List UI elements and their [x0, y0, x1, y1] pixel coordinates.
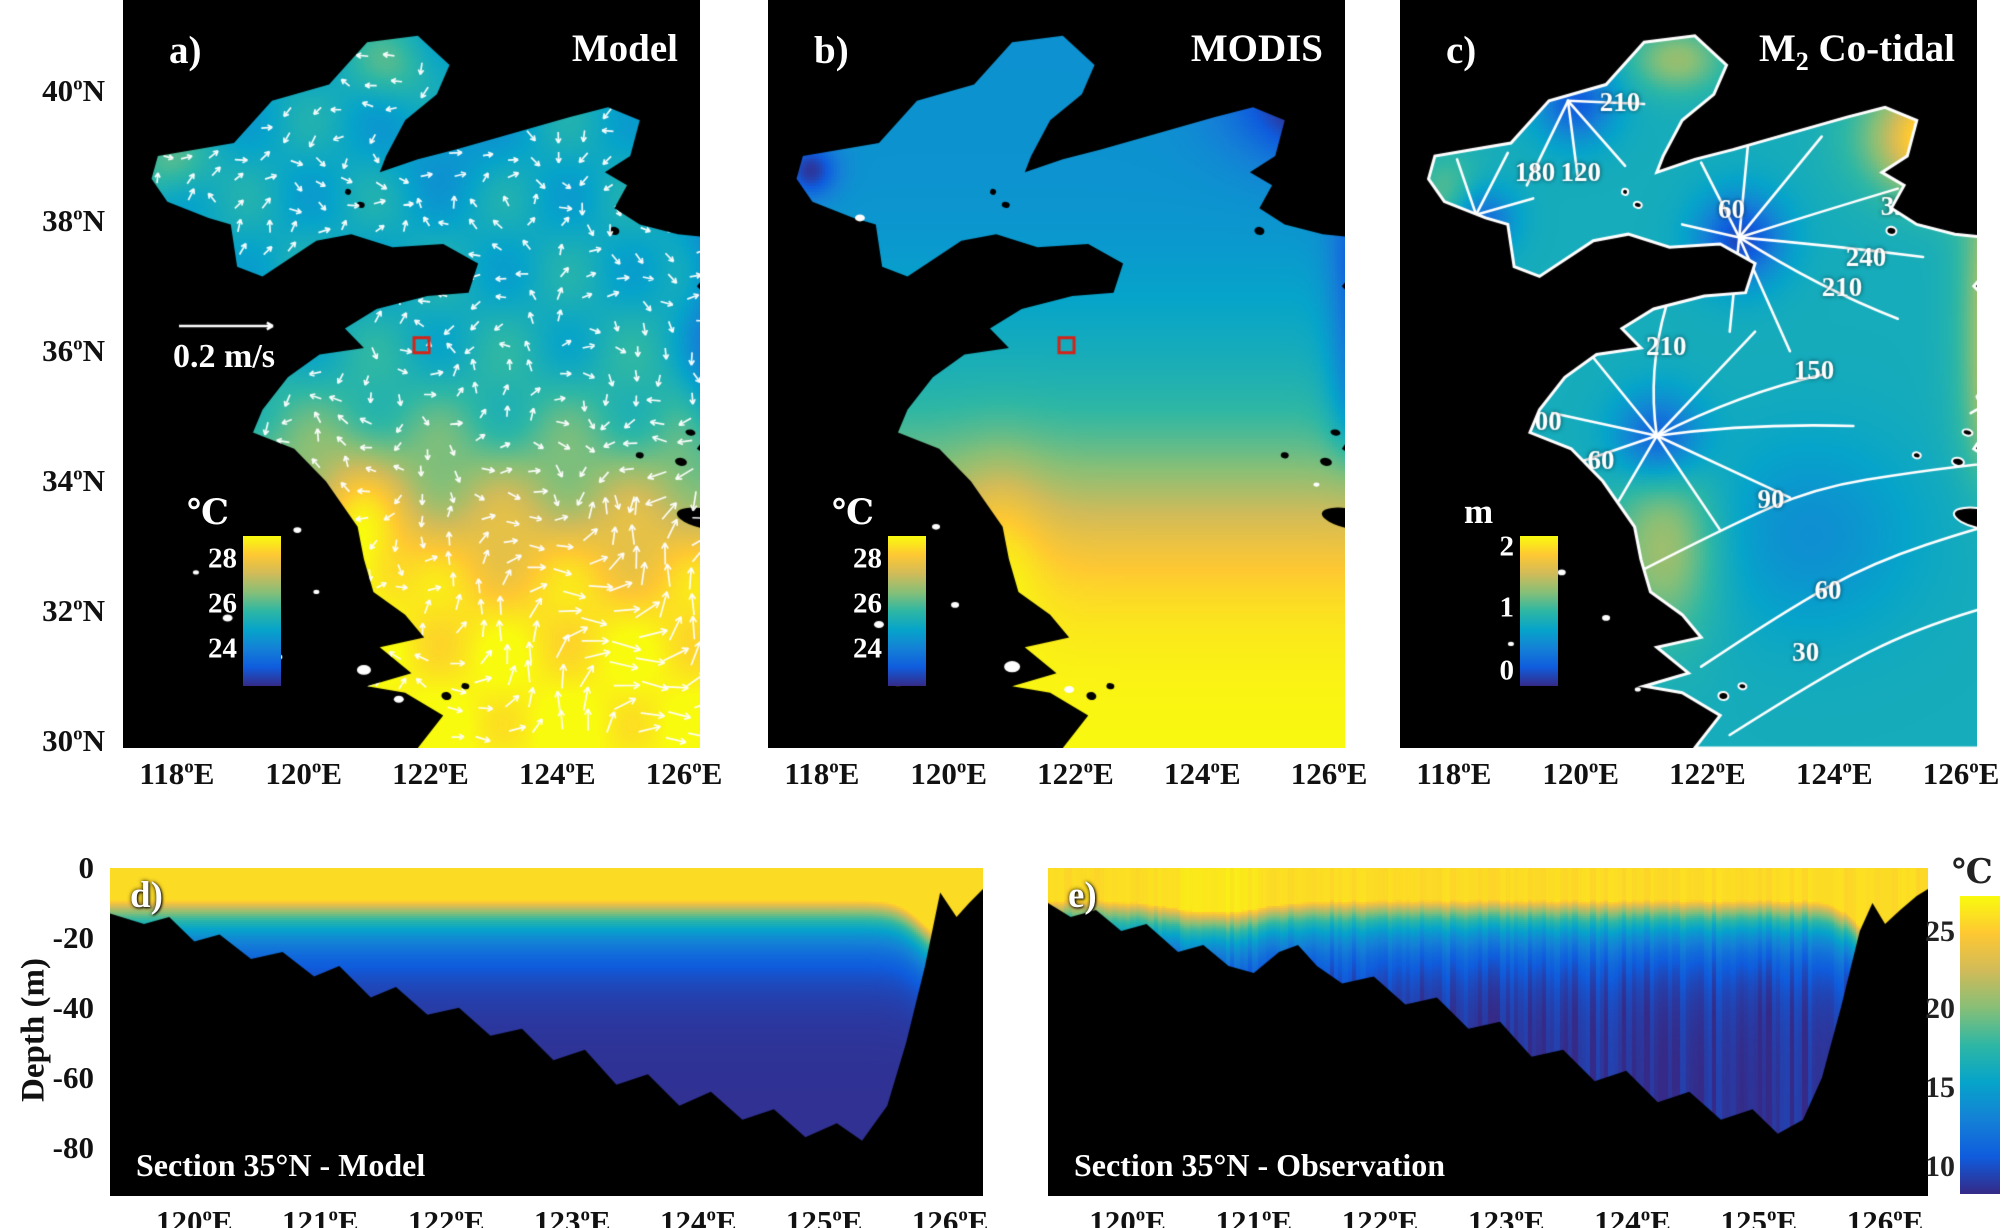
colorbar-sst-a: ℃ 28 26 24 [153, 492, 303, 702]
x-tick-label: 126oE [1290, 756, 1368, 791]
x-tick-label: 124oE [1795, 756, 1873, 791]
colorbar-tick-label: 28 [853, 542, 882, 574]
colorbar-tick-label: 15 [1925, 1071, 1955, 1105]
panel-c-title-rest: Co-tidal [1808, 27, 1956, 70]
x-tick-label: 118oE [784, 756, 860, 791]
depth-tick-label: -40 [52, 989, 94, 1025]
x-tick-label: 125oE [785, 1204, 863, 1228]
x-tick-label: 121oE [282, 1204, 359, 1228]
panel-a-model: a) Model 0.2 m/s ℃ 28 26 24 118oE 120oE 122o… [123, 0, 722, 791]
x-tick-label: 126oE [1922, 756, 2000, 791]
x-tick-label: 124oE [1163, 756, 1241, 791]
panel-b-title: MODIS [1190, 27, 1323, 70]
panel-c-title-m: M [1758, 27, 1796, 70]
section-canvas-model [110, 868, 983, 1196]
x-tick-label: 120oE [156, 1204, 233, 1228]
colorbar-tick-label: 24 [853, 632, 882, 664]
panel-b-modis: b) MODIS ℃ 28 26 24 118oE 120oE 122oE 124oE 12… [768, 0, 1367, 791]
panel-e-letter: e) [1068, 875, 1097, 916]
y-tick-label: 36oN [42, 333, 105, 369]
x-tick-label: 124oE [659, 1204, 737, 1228]
panel-a-x-axis: 118oE 120oE 122oE 124oE 126oE [123, 752, 722, 792]
section-depth-axis: 0 -20 -40 -60 -80 [0, 0, 102, 1228]
colorbar-tick-label: 1 [1499, 591, 1515, 624]
map-canvas-model [123, 0, 700, 748]
section-canvas-observation [1048, 868, 1928, 1196]
colorbar-c-gradient [1520, 536, 1558, 686]
x-tick-label: 118oE [139, 756, 215, 791]
map-canvas-modis [768, 0, 1345, 748]
y-tick-label: 30oN [42, 723, 105, 759]
x-tick-label: 126oE [1846, 1204, 1924, 1228]
depth-tick-label: 0 [78, 850, 95, 885]
x-tick-label: 122oE [1037, 756, 1114, 791]
colorbar-b-gradient [888, 536, 926, 686]
x-tick-label: 122oE [1669, 756, 1746, 791]
x-tick-label: 122oE [408, 1204, 485, 1228]
x-tick-label: 120oE [265, 756, 343, 791]
panel-e-x-axis: 120oE 121oE 122oE 123oE 124oE 125oE 126oE [1048, 1200, 1928, 1228]
x-tick-label: 125oE [1720, 1204, 1798, 1228]
y-tick-label: 32oN [42, 593, 105, 629]
colorbar-sst-b: ℃ 28 26 24 [798, 492, 948, 702]
panel-b-letter: b) [814, 29, 849, 72]
panel-d-x-axis: 120oE 121oE 122oE 123oE 124oE 125oE 126oE [110, 1200, 989, 1228]
x-tick-label: 120oE [1542, 756, 1620, 791]
vector-scale-label: 0.2 m/s [173, 338, 275, 375]
colorbar-section-gradient [1960, 896, 2000, 1194]
panel-e-section-observation: e) Section 35°N - Observation 120oE 121oE… [1048, 868, 1928, 1228]
panel-a-title: Model [571, 27, 678, 70]
colorbar-c-unit-label: m [1464, 492, 1494, 531]
colorbar-section-temperature: ℃ 25 20 15 10 [1900, 852, 2001, 1212]
panel-a-letter: a) [169, 29, 202, 72]
colorbar-tick-label: 0 [1499, 654, 1515, 687]
colorbar-tick-label: 24 [208, 632, 237, 664]
colorbar-tick-label: 26 [853, 587, 882, 619]
map-canvas-cotidal [1400, 0, 1977, 748]
x-tick-label: 126oE [911, 1204, 989, 1228]
x-tick-label: 124oE [518, 756, 596, 791]
colorbar-b-unit-label: ℃ [832, 493, 874, 532]
depth-tick-label: -80 [52, 1129, 94, 1165]
depth-tick-label: -20 [52, 919, 94, 955]
panel-e-caption: Section 35°N - Observation [1074, 1147, 1445, 1183]
panel-d-letter: d) [130, 875, 163, 916]
panel-b-x-axis: 118oE 120oE 122oE 124oE 126oE [768, 752, 1367, 792]
panel-c-x-axis: 118oE 120oE 122oE 124oE 126oE [1400, 752, 1999, 792]
panel-d-section-model: d) Section 35°N - Model 120oE 121oE 122oE 1… [110, 868, 989, 1228]
x-tick-label: 120oE [1089, 1204, 1166, 1228]
depth-tick-label: -60 [52, 1059, 94, 1095]
colorbar-tick-label: 10 [1925, 1150, 1955, 1184]
x-tick-label: 121oE [1215, 1204, 1293, 1228]
colorbar-tick-label: 2 [1499, 530, 1515, 562]
x-tick-label: 118oE [1416, 756, 1492, 791]
colorbar-tick-label: 26 [208, 587, 237, 619]
y-tick-label: 38oN [42, 203, 105, 239]
colorbar-a-gradient [243, 536, 281, 686]
x-tick-label: 123oE [533, 1204, 611, 1228]
x-tick-label: 122oE [1341, 1204, 1419, 1228]
colorbar-amplitude: m 2 1 0 [1430, 492, 1580, 702]
x-tick-label: 122oE [392, 756, 469, 791]
colorbar-section-unit-label: ℃ [1952, 854, 1993, 891]
y-tick-label: 34oN [42, 463, 105, 499]
x-tick-label: 124oE [1594, 1204, 1671, 1228]
colorbar-tick-label: 25 [1925, 914, 1955, 948]
depth-axis-title: Depth (m) [15, 958, 52, 1102]
x-tick-label: 126oE [645, 756, 723, 791]
map-y-axis: 40oN 38oN 36oN 34oN 32oN 30oN [0, 0, 113, 758]
x-tick-label: 123oE [1467, 1204, 1545, 1228]
panel-c-title-sub: 2 [1795, 46, 1809, 76]
y-tick-label: 40oN [42, 73, 105, 109]
colorbar-tick-label: 20 [1925, 992, 1955, 1026]
panel-d-caption: Section 35°N - Model [136, 1147, 426, 1183]
panel-c-title: M2 Co-tidal [1759, 26, 1955, 77]
colorbar-a-unit-label: ℃ [187, 493, 229, 532]
x-tick-label: 120oE [910, 756, 988, 791]
colorbar-tick-label: 28 [208, 542, 237, 574]
panel-c-letter: c) [1446, 29, 1477, 72]
